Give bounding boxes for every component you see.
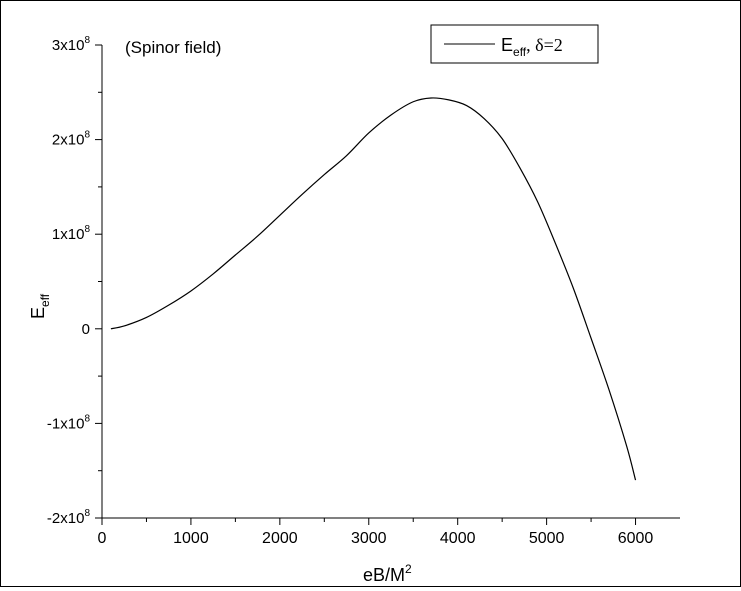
y-tick-label: -1x108 <box>47 413 91 432</box>
legend-label-sub: eff <box>513 45 527 59</box>
y-tick-label-main: 2x10 <box>52 132 85 149</box>
x-axis-label-main: eB/M <box>363 565 405 585</box>
legend: Eeff, δ=2 <box>430 24 599 64</box>
y-tick-label-main: -2x10 <box>47 510 85 527</box>
y-tick-label-main: 3x10 <box>52 37 85 54</box>
x-tick-label: 4000 <box>440 530 476 547</box>
legend-label-rest: , δ=2 <box>526 35 563 55</box>
y-tick-label: -2x108 <box>47 508 91 527</box>
legend-label: Eeff, δ=2 <box>501 35 563 59</box>
y-axis-label-main: E <box>28 307 48 319</box>
y-tick-label: 2x108 <box>52 130 91 149</box>
x-tick-label: 2000 <box>262 530 298 547</box>
y-tick-label-exponent: 8 <box>84 35 90 46</box>
y-tick-label: 3x108 <box>52 35 91 54</box>
y-tick-label-exponent: 8 <box>84 130 90 141</box>
x-tick-label: 5000 <box>529 530 565 547</box>
legend-label-main: E <box>501 35 513 55</box>
series-group <box>110 97 637 481</box>
axes <box>101 45 680 519</box>
y-tick-label-exponent: 8 <box>84 508 90 519</box>
x-tick-label: 1000 <box>173 530 209 547</box>
x-axis-label-sup: 2 <box>405 562 412 576</box>
x-tick-label: 3000 <box>351 530 387 547</box>
x-tick-label: 0 <box>98 530 107 547</box>
tick-labels: 0 1000 2000 3000 4000 5000 6000-2x108-1x10801x… <box>47 35 654 547</box>
chart-annotation: (Spinor field) <box>125 38 221 57</box>
x-axis-label: eB/M2 <box>363 562 412 585</box>
y-tick-label: 0 <box>82 321 90 338</box>
y-axis-label-sub: eff <box>38 293 52 307</box>
x-tick-label: 6000 <box>618 530 654 547</box>
tick-marks <box>95 44 637 525</box>
y-tick-label-main: -1x10 <box>47 415 85 432</box>
series-line-e-eff <box>110 97 637 481</box>
y-axis-label: Eeff <box>28 293 52 319</box>
y-tick-label-main: 1x10 <box>52 226 85 243</box>
y-tick-label-exponent: 8 <box>84 224 90 235</box>
y-tick-label-exponent: 8 <box>84 413 90 424</box>
y-tick-label: 1x108 <box>52 224 91 243</box>
